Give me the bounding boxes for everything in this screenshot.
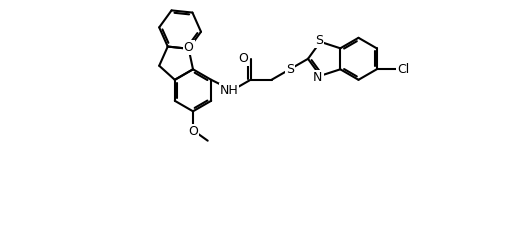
Text: O: O (184, 41, 194, 54)
Text: Cl: Cl (397, 63, 409, 76)
Text: NH: NH (220, 84, 239, 97)
Text: S: S (315, 34, 323, 47)
Text: O: O (188, 125, 198, 138)
Text: N: N (313, 71, 323, 84)
Text: S: S (286, 63, 294, 76)
Text: O: O (238, 52, 248, 65)
